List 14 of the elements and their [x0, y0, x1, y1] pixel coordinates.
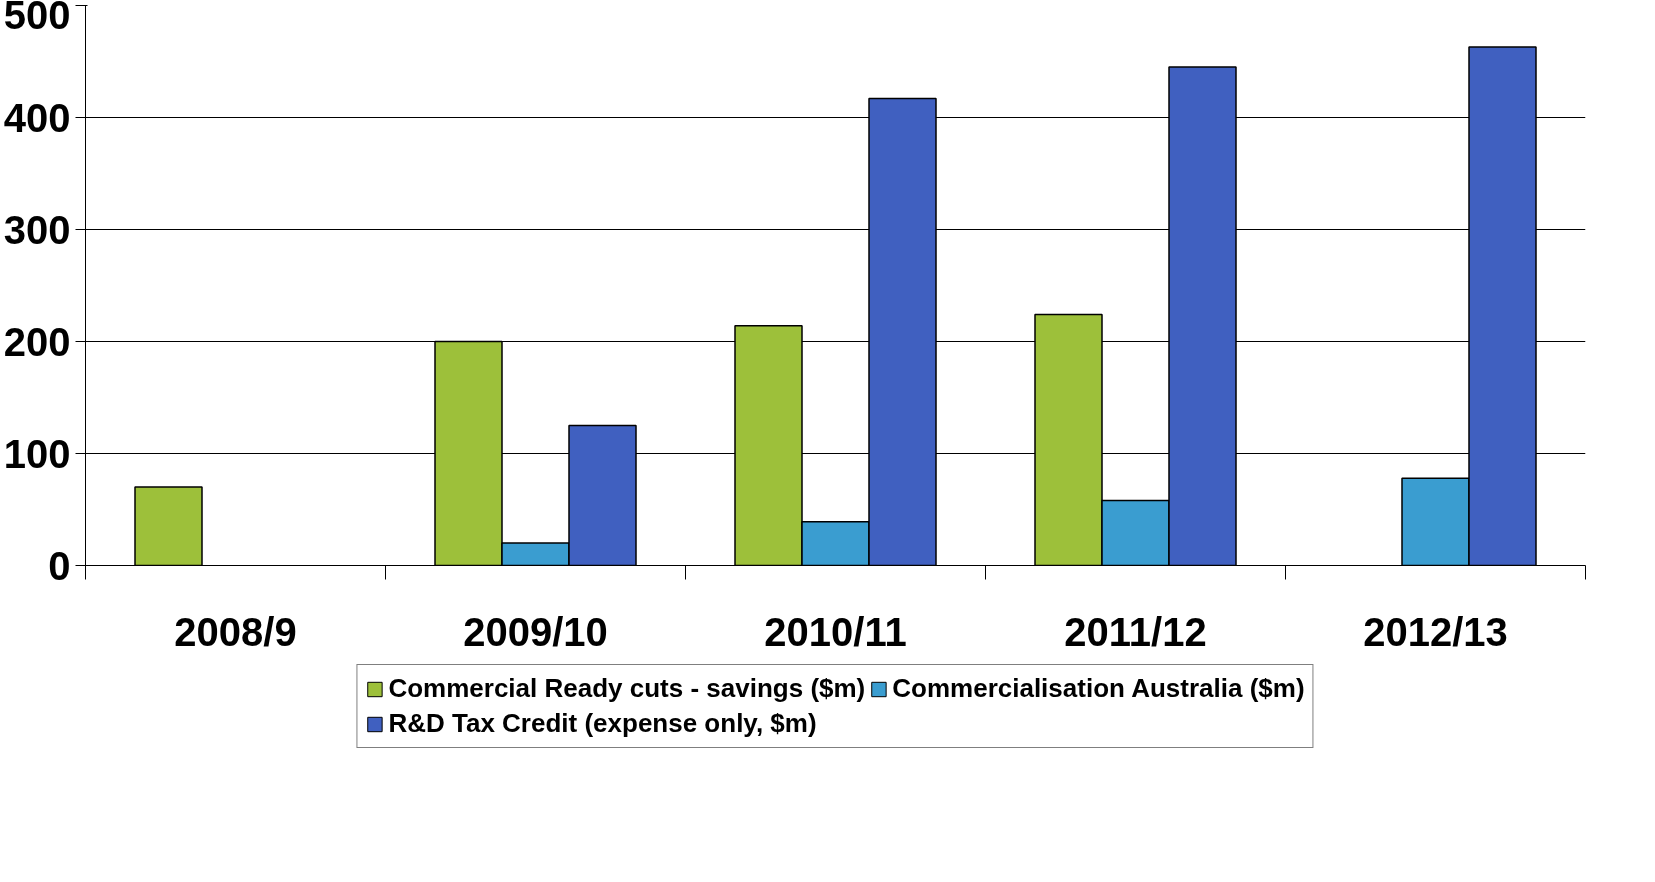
legend-label: Commercialisation Australia ($m) — [892, 673, 1305, 704]
y-tick-label: 0 — [48, 543, 71, 588]
x-tick-label: 2009/10 — [463, 609, 608, 654]
y-tick-label: 500 — [3, 0, 71, 37]
y-tick-label: 200 — [3, 319, 71, 364]
y-tick-label: 300 — [3, 207, 71, 252]
y-tick-label: 100 — [3, 431, 71, 476]
x-tick-label: 2010/11 — [764, 609, 907, 654]
y-tick-label: 400 — [3, 95, 71, 140]
legend-label: R&D Tax Credit (expense only, $m) — [388, 708, 817, 739]
x-tick-label: 2012/13 — [1363, 609, 1508, 654]
x-tick-label: 2011/12 — [1064, 609, 1207, 654]
x-tick-label: 2008/9 — [174, 609, 297, 654]
legend-label: Commercial Ready cuts - savings ($m) — [388, 673, 866, 704]
